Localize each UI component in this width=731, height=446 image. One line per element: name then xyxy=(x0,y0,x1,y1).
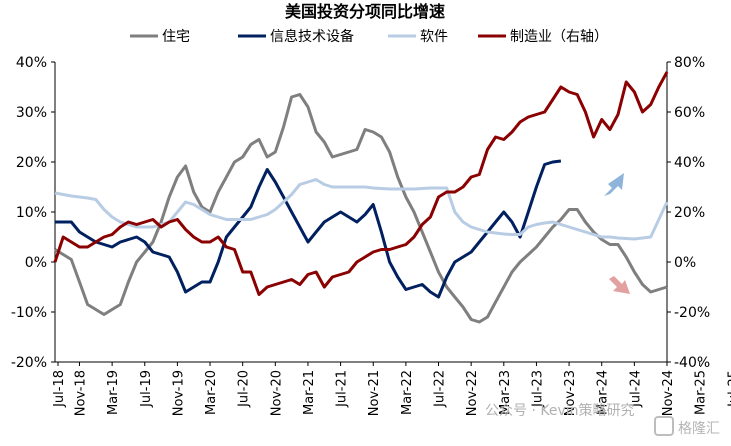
y-right-tick-label: 0% xyxy=(674,255,696,271)
y-left-tick-label: 30% xyxy=(16,105,47,121)
y-right-tick-label: 80% xyxy=(674,55,705,71)
x-tick-label: Jul-22 xyxy=(433,370,448,408)
x-tick-label: Nov-21 xyxy=(367,370,382,416)
logo: 格隆汇 xyxy=(654,416,720,437)
legend-label: 信息技术设备 xyxy=(270,28,354,45)
legend-label: 制造业（右轴） xyxy=(510,29,608,45)
x-tick-label: Jul-19 xyxy=(139,370,154,408)
x-tick-label: Mar-23 xyxy=(498,370,513,415)
up-arrow-icon xyxy=(604,173,624,196)
x-tick-label: Mar-20 xyxy=(204,370,219,415)
y-right-tick-label: 20% xyxy=(674,205,705,221)
arrows xyxy=(604,173,630,294)
x-tick-label: Nov-24 xyxy=(661,370,676,416)
y-left-tick-label: -20% xyxy=(11,355,47,371)
x-tick-label: Nov-22 xyxy=(465,370,480,416)
y-left-tick-label: 40% xyxy=(16,55,47,71)
watermark: 公众号 · Kevin策略研究 xyxy=(485,402,635,419)
y-right-tick-label: -20% xyxy=(674,305,710,321)
x-tick-label: Jul-21 xyxy=(335,370,350,408)
x-tick-label: Nov-19 xyxy=(171,370,186,416)
logo-icon xyxy=(654,416,674,436)
x-tick-label: Jul-24 xyxy=(628,370,643,408)
x-tick-label: Jul-23 xyxy=(530,370,545,408)
y-left-tick-label: 0% xyxy=(25,255,47,271)
x-tick-label: Mar-24 xyxy=(596,370,611,415)
axes: -20% -10% 0% 10% 20% 30% 40% -40% -20% 0% 20% 40% 60… xyxy=(11,55,731,416)
x-tick-label: Jul-25 xyxy=(726,370,731,408)
x-tick-label: Mar-25 xyxy=(694,370,709,415)
series-line xyxy=(53,71,669,296)
chart-title: 美国投资分项同比增速 xyxy=(285,2,445,21)
x-tick-label: Nov-23 xyxy=(563,370,578,416)
series-line xyxy=(54,178,669,241)
x-tick-label: Nov-18 xyxy=(73,370,88,416)
y-left-tick-label: 20% xyxy=(16,155,47,171)
x-tick-label: Mar-21 xyxy=(302,370,317,415)
down-arrow-icon xyxy=(609,276,630,294)
y-right-tick-label: 60% xyxy=(674,105,705,121)
logo-text: 格隆汇 xyxy=(678,421,720,437)
y-left-tick-label: -10% xyxy=(11,305,47,321)
y-left-tick-label: 10% xyxy=(16,205,47,221)
legend: 住宅 信息技术设备 软件 制造业（右轴） xyxy=(130,28,608,45)
series-line xyxy=(55,159,562,299)
legend-label: 住宅 xyxy=(162,29,190,45)
x-tick-label: Jul-20 xyxy=(237,370,252,408)
series-line xyxy=(54,93,668,324)
y-right-tick-label: 40% xyxy=(674,155,705,171)
x-tick-label: Nov-20 xyxy=(269,370,284,416)
x-tick-label: Mar-22 xyxy=(400,370,415,415)
series-group xyxy=(53,71,669,324)
x-tick-label: Mar-19 xyxy=(106,370,121,415)
y-right-tick-label: -40% xyxy=(674,355,710,371)
x-tick-label: Jul-18 xyxy=(52,370,67,408)
legend-label: 软件 xyxy=(420,29,448,45)
